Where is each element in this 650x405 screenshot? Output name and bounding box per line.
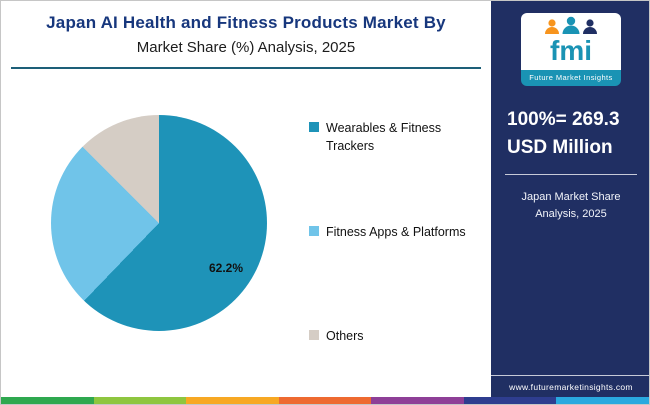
stripe-segment [278, 397, 372, 404]
legend-label-others: Others [326, 329, 364, 343]
market-size-stat: 100%= 269.3 USD Million [491, 106, 649, 162]
legend-swatch-fitness-apps [309, 226, 319, 236]
website-bar: www.futuremarketinsights.com [491, 375, 649, 399]
legend-item-others: Others [309, 327, 481, 345]
stripe-segment [1, 397, 94, 404]
fmi-logo-graphic: fmi [545, 16, 597, 66]
chart-panel: Japan AI Health and Fitness Products Mar… [1, 1, 491, 399]
title-line2: Market Share (%) Analysis, 2025 [136, 39, 356, 56]
legend-label-fitness-apps: Fitness Apps & Platforms [326, 225, 466, 239]
title-line1: Japan AI Health and Fitness Products Mar… [46, 13, 446, 32]
fmi-logo: fmi [521, 13, 621, 70]
logo-caption: Future Market Insights [521, 70, 621, 86]
footer-stripe [1, 397, 649, 404]
pie-chart: 62.2% [51, 115, 267, 331]
page-title: Japan AI Health and Fitness Products Mar… [1, 1, 491, 56]
stat-line2: USD Million [507, 137, 613, 158]
legend-item-wearables: Wearables & Fitness Trackers [309, 119, 481, 155]
legend-item-fitness-apps: Fitness Apps & Platforms [309, 223, 481, 241]
legend-swatch-wearables [309, 122, 319, 132]
title-underline [11, 67, 481, 69]
stat-line1: 100%= 269.3 [507, 109, 620, 130]
logo-text: fmi [550, 35, 592, 65]
sidebar-caption: Japan Market Share Analysis, 2025 [521, 191, 621, 221]
stripe-segment [93, 397, 187, 404]
stripe-segment [371, 397, 464, 404]
stripe-segment [556, 397, 649, 404]
sidebar-divider [505, 174, 637, 175]
stripe-segment [463, 397, 557, 404]
pie-data-label: 62.2% [209, 261, 244, 275]
legend-label-wearables: Wearables & Fitness Trackers [326, 121, 442, 154]
legend-swatch-others [309, 330, 319, 340]
sidebar: fmi Future Market Insights 100%= 269.3 U… [491, 1, 649, 399]
stripe-segment [186, 397, 279, 404]
